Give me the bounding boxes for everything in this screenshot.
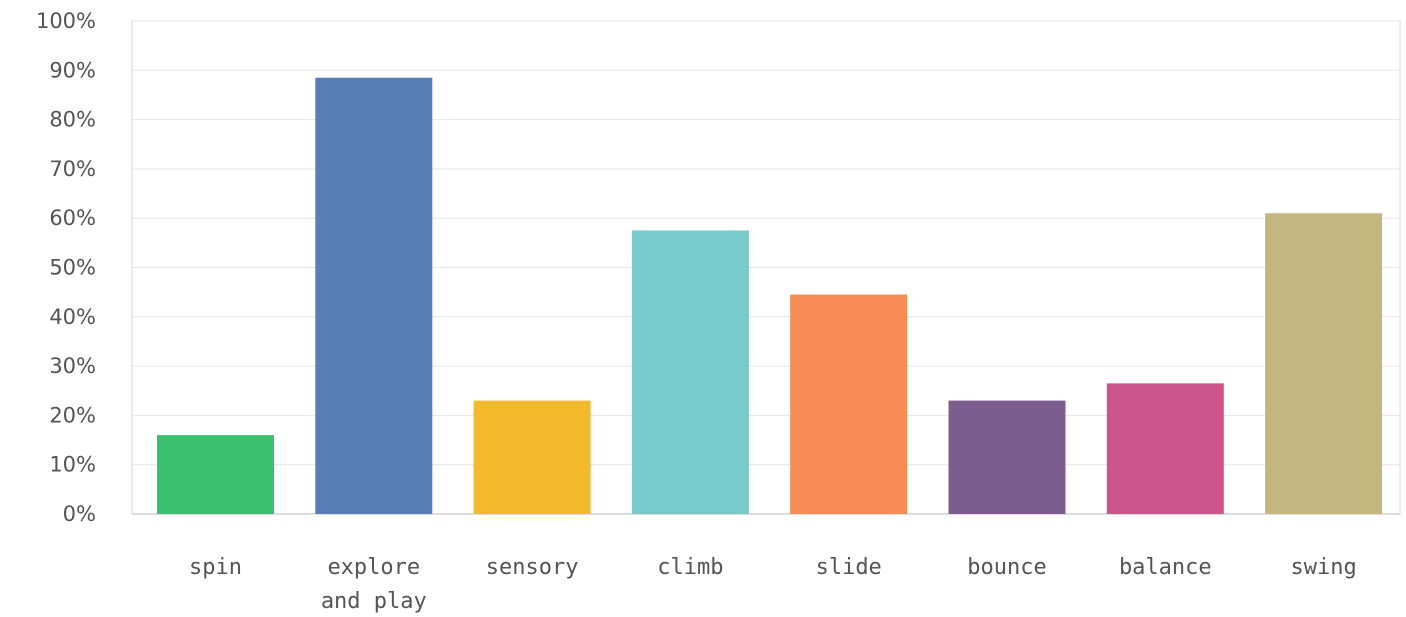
y-tick-label: 20% bbox=[49, 403, 96, 427]
x-axis-ticks: spin explore and play sensory climb slide boun… bbox=[189, 555, 1357, 614]
bar-balance bbox=[1106, 383, 1224, 514]
x-tick-label: bounce bbox=[967, 555, 1046, 580]
x-tick-label: sensory bbox=[486, 555, 579, 580]
bar-sensory bbox=[473, 400, 591, 514]
y-tick-label: 60% bbox=[49, 206, 96, 230]
x-tick-label: climb bbox=[657, 555, 723, 580]
bar-climb bbox=[631, 230, 749, 514]
y-tick-label: 30% bbox=[49, 354, 96, 378]
bar-bounce bbox=[948, 400, 1066, 514]
y-tick-label: 0% bbox=[63, 502, 96, 526]
y-tick-label: 100% bbox=[36, 9, 96, 33]
x-tick-label: slide bbox=[816, 555, 882, 580]
y-axis-ticks: 0% 10% 20% 30% 40% 50% 60% 70% 80% 90% 100% bbox=[36, 9, 96, 526]
x-tick-label: swing bbox=[1290, 555, 1356, 580]
y-tick-label: 70% bbox=[49, 157, 96, 181]
bar-spin bbox=[157, 435, 274, 514]
y-tick-label: 10% bbox=[49, 453, 96, 477]
y-tick-label: 40% bbox=[49, 305, 96, 329]
bar-swing bbox=[1265, 213, 1383, 514]
x-tick-label: explore and play bbox=[321, 555, 427, 614]
bar-explore-and-play bbox=[315, 77, 433, 514]
x-tick-label: balance bbox=[1119, 555, 1212, 580]
y-tick-label: 80% bbox=[49, 108, 96, 132]
bars bbox=[157, 77, 1383, 514]
bar-slide bbox=[790, 294, 908, 514]
y-tick-label: 90% bbox=[49, 58, 96, 82]
x-tick-label: spin bbox=[189, 555, 242, 580]
y-tick-label: 50% bbox=[49, 256, 96, 280]
